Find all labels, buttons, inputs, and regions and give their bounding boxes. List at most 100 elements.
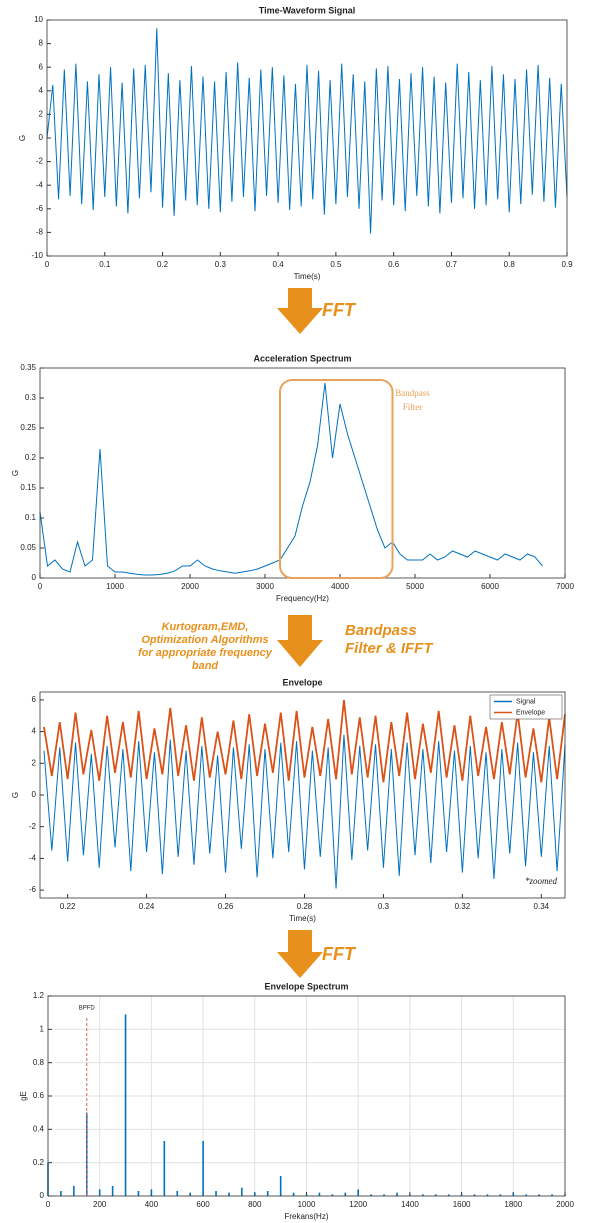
series-line bbox=[43, 699, 566, 783]
arrow-note: band bbox=[192, 660, 219, 672]
band-box bbox=[279, 379, 394, 579]
legend-box bbox=[489, 694, 563, 720]
x-tick-label: 6000 bbox=[481, 582, 499, 591]
y-tick-label: 4 bbox=[39, 86, 44, 95]
x-tick-label: 0.4 bbox=[273, 260, 285, 269]
y-tick-label: 2 bbox=[32, 758, 37, 767]
legend-label: Signal bbox=[516, 698, 536, 705]
x-tick-label: 1000 bbox=[106, 582, 124, 591]
arrow-label: FFT bbox=[322, 944, 357, 964]
series-line bbox=[46, 28, 568, 234]
box-label: Bandpass bbox=[395, 388, 430, 398]
y-tick-label: 0.1 bbox=[25, 513, 37, 522]
plot-frame bbox=[47, 995, 566, 1197]
x-tick-label: 0.9 bbox=[561, 260, 573, 269]
x-tick-label: 1200 bbox=[349, 1200, 367, 1209]
y-tick-label: 0.2 bbox=[25, 453, 37, 462]
x-tick-label: 1800 bbox=[504, 1200, 522, 1209]
y-tick-label: -10 bbox=[31, 251, 43, 260]
y-tick-label: -4 bbox=[36, 180, 44, 189]
y-tick-label: -6 bbox=[36, 204, 44, 213]
chart-title: Acceleration Spectrum bbox=[253, 353, 351, 363]
x-tick-label: 0.6 bbox=[388, 260, 400, 269]
y-tick-label: -2 bbox=[29, 822, 37, 831]
x-tick-label: 0.34 bbox=[534, 902, 550, 911]
x-tick-label: 1400 bbox=[401, 1200, 419, 1209]
x-tick-label: 0.32 bbox=[455, 902, 471, 911]
x-tick-label: 600 bbox=[196, 1200, 210, 1209]
y-tick-label: -2 bbox=[36, 157, 44, 166]
plot-frame bbox=[39, 367, 566, 579]
x-tick-label: 1000 bbox=[298, 1200, 316, 1209]
y-tick-label: 4 bbox=[32, 727, 37, 736]
flow-arrow bbox=[277, 288, 323, 334]
series-line bbox=[39, 382, 543, 576]
x-tick-label: 2000 bbox=[181, 582, 199, 591]
plot-frame bbox=[39, 691, 566, 899]
x-axis-label: Time(s) bbox=[294, 272, 321, 281]
x-tick-label: 0 bbox=[45, 260, 50, 269]
y-tick-label: 0.2 bbox=[33, 1158, 45, 1167]
y-tick-label: 2 bbox=[39, 110, 44, 119]
x-tick-label: 0.26 bbox=[218, 902, 234, 911]
y-tick-label: 0 bbox=[39, 133, 44, 142]
x-tick-label: 200 bbox=[93, 1200, 107, 1209]
y-tick-label: 0.25 bbox=[20, 423, 36, 432]
y-tick-label: 0 bbox=[32, 790, 37, 799]
legend-label: Envelope bbox=[516, 709, 545, 716]
marker-label: BPFD bbox=[79, 1006, 96, 1012]
y-tick-label: 0 bbox=[40, 1191, 45, 1200]
note: *zoomed bbox=[525, 876, 557, 886]
y-axis-label: gE bbox=[19, 1091, 28, 1101]
arrow-note: Optimization Algorithms bbox=[141, 634, 268, 646]
series-line bbox=[43, 734, 566, 889]
y-tick-label: 1 bbox=[40, 1024, 45, 1033]
arrow-label: Bandpass bbox=[345, 622, 417, 639]
arrow-label: Filter & IFFT bbox=[345, 640, 434, 657]
x-tick-label: 0 bbox=[46, 1200, 51, 1209]
x-tick-label: 0.28 bbox=[297, 902, 313, 911]
x-tick-label: 400 bbox=[145, 1200, 159, 1209]
arrow-note: for appropriate frequency bbox=[138, 647, 273, 659]
y-tick-label: 0.6 bbox=[33, 1091, 45, 1100]
y-axis-label: G bbox=[18, 135, 27, 141]
y-axis-label: G bbox=[11, 470, 20, 476]
chart-title: Envelope Spectrum bbox=[264, 981, 348, 991]
box-label: Filter bbox=[403, 402, 423, 412]
x-axis-label: Frekans(Hz) bbox=[284, 1212, 328, 1221]
y-tick-label: 0.05 bbox=[20, 543, 36, 552]
y-axis-label: G bbox=[11, 792, 20, 798]
x-tick-label: 1600 bbox=[453, 1200, 471, 1209]
arrow-label: FFT bbox=[322, 300, 357, 320]
y-tick-label: 1.2 bbox=[33, 991, 45, 1000]
x-axis-label: Frequency(Hz) bbox=[276, 594, 329, 603]
y-tick-label: 0.15 bbox=[20, 483, 36, 492]
y-tick-label: 0 bbox=[32, 573, 37, 582]
x-tick-label: 0.3 bbox=[215, 260, 227, 269]
x-tick-label: 3000 bbox=[256, 582, 274, 591]
y-tick-label: 0.8 bbox=[33, 1058, 45, 1067]
x-tick-label: 0 bbox=[38, 582, 43, 591]
x-tick-label: 0.24 bbox=[139, 902, 155, 911]
x-tick-label: 0.3 bbox=[378, 902, 390, 911]
x-tick-label: 800 bbox=[248, 1200, 262, 1209]
plot-frame bbox=[46, 19, 568, 257]
y-tick-label: -6 bbox=[29, 885, 37, 894]
chart-title: Time-Waveform Signal bbox=[259, 5, 356, 15]
y-tick-label: -4 bbox=[29, 853, 37, 862]
x-tick-label: 0.5 bbox=[330, 260, 342, 269]
y-tick-label: 8 bbox=[39, 39, 44, 48]
y-tick-label: 6 bbox=[39, 62, 44, 71]
x-tick-label: 0.7 bbox=[446, 260, 458, 269]
x-tick-label: 0.8 bbox=[504, 260, 516, 269]
x-tick-label: 0.22 bbox=[60, 902, 76, 911]
y-tick-label: 0.4 bbox=[33, 1124, 45, 1133]
x-tick-label: 2000 bbox=[556, 1200, 574, 1209]
y-tick-label: 6 bbox=[32, 695, 37, 704]
y-tick-label: 0.3 bbox=[25, 393, 37, 402]
chart-title: Envelope bbox=[282, 677, 322, 687]
arrow-note: Kurtogram,EMD, bbox=[162, 621, 249, 633]
y-tick-label: -8 bbox=[36, 228, 44, 237]
flow-arrow bbox=[277, 930, 323, 978]
